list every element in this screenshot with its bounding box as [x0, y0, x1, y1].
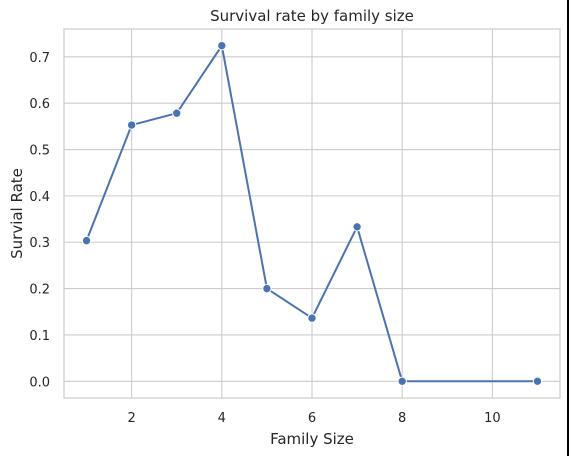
chart-title: Survival rate by family size	[210, 7, 414, 25]
x-tick-label: 10	[484, 411, 501, 426]
y-tick-label: 0.1	[29, 329, 50, 344]
x-tick-labels: 2 4 6 8 10	[127, 411, 500, 426]
y-gridlines	[64, 56, 560, 382]
y-tick-labels: 0.0 0.1 0.2 0.3 0.4 0.5 0.6 0.7	[29, 51, 50, 390]
y-axis-title: Survial Rate	[8, 168, 26, 259]
window-edge-divider	[567, 0, 569, 456]
plot-frame	[63, 28, 561, 399]
data-point	[397, 376, 407, 387]
x-gridlines	[131, 29, 493, 398]
data-point	[352, 222, 362, 232]
y-tick-label: 0.5	[29, 144, 50, 159]
y-tick-label: 0.3	[29, 236, 50, 251]
data-point	[81, 235, 92, 246]
data-point	[262, 283, 272, 294]
y-tick-label: 0.7	[29, 51, 50, 66]
y-tick-label: 0.2	[29, 283, 50, 298]
x-tick-label: 6	[308, 411, 316, 426]
y-tick-label: 0.4	[29, 190, 50, 205]
x-tick-label: 4	[218, 411, 226, 426]
x-tick-label: 8	[398, 411, 406, 426]
data-point	[532, 376, 543, 387]
x-tick-label: 2	[127, 411, 135, 426]
data-point	[126, 120, 137, 130]
data-point	[172, 108, 182, 118]
data-point	[217, 40, 227, 51]
y-tick-label: 0.0	[29, 375, 50, 390]
data-point	[307, 313, 317, 323]
y-tick-label: 0.6	[29, 97, 50, 112]
x-axis-title: Family Size	[270, 430, 354, 448]
series-layer	[81, 40, 543, 387]
